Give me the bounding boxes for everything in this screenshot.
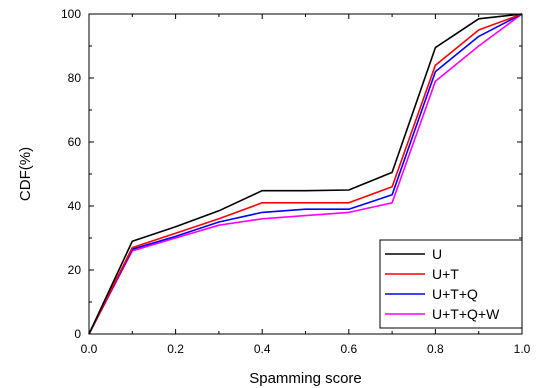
x-tick-label: 0.6 <box>340 342 357 356</box>
legend: U U+T U+T+Q U+T+Q+W <box>379 239 523 329</box>
x-tick-label: 0.4 <box>254 342 271 356</box>
series-line-u-t <box>88 13 523 335</box>
y-tick-label: 20 <box>68 263 82 277</box>
x-tick-label: 0.2 <box>167 342 184 356</box>
plot-lines <box>88 13 523 335</box>
legend-label: U <box>432 246 442 262</box>
y-tick-label: 0 <box>74 327 81 341</box>
y-tick-label: 60 <box>68 135 82 149</box>
legend-label: U+T+Q+W <box>432 306 500 322</box>
x-tick-label: 1.0 <box>514 342 531 356</box>
tick-labels: 0.0 0.2 0.4 0.6 0.8 1.0 0 20 40 60 80 100 <box>61 7 531 356</box>
y-axis-label: CDF(%) <box>17 147 34 201</box>
y-tick-label: 80 <box>68 71 82 85</box>
axis-ticks <box>88 13 523 335</box>
series-line-u <box>88 13 523 335</box>
y-tick-label: 40 <box>68 199 82 213</box>
series-line-u-t-q-w <box>88 13 523 335</box>
x-tick-label: 0.0 <box>81 342 98 356</box>
legend-label: U+T+Q <box>432 286 478 302</box>
series-line-u-t-q <box>88 13 523 335</box>
y-tick-label: 100 <box>61 7 81 21</box>
x-axis-label: Spamming score <box>249 370 362 387</box>
x-tick-label: 0.8 <box>427 342 444 356</box>
legend-label: U+T <box>432 266 459 282</box>
